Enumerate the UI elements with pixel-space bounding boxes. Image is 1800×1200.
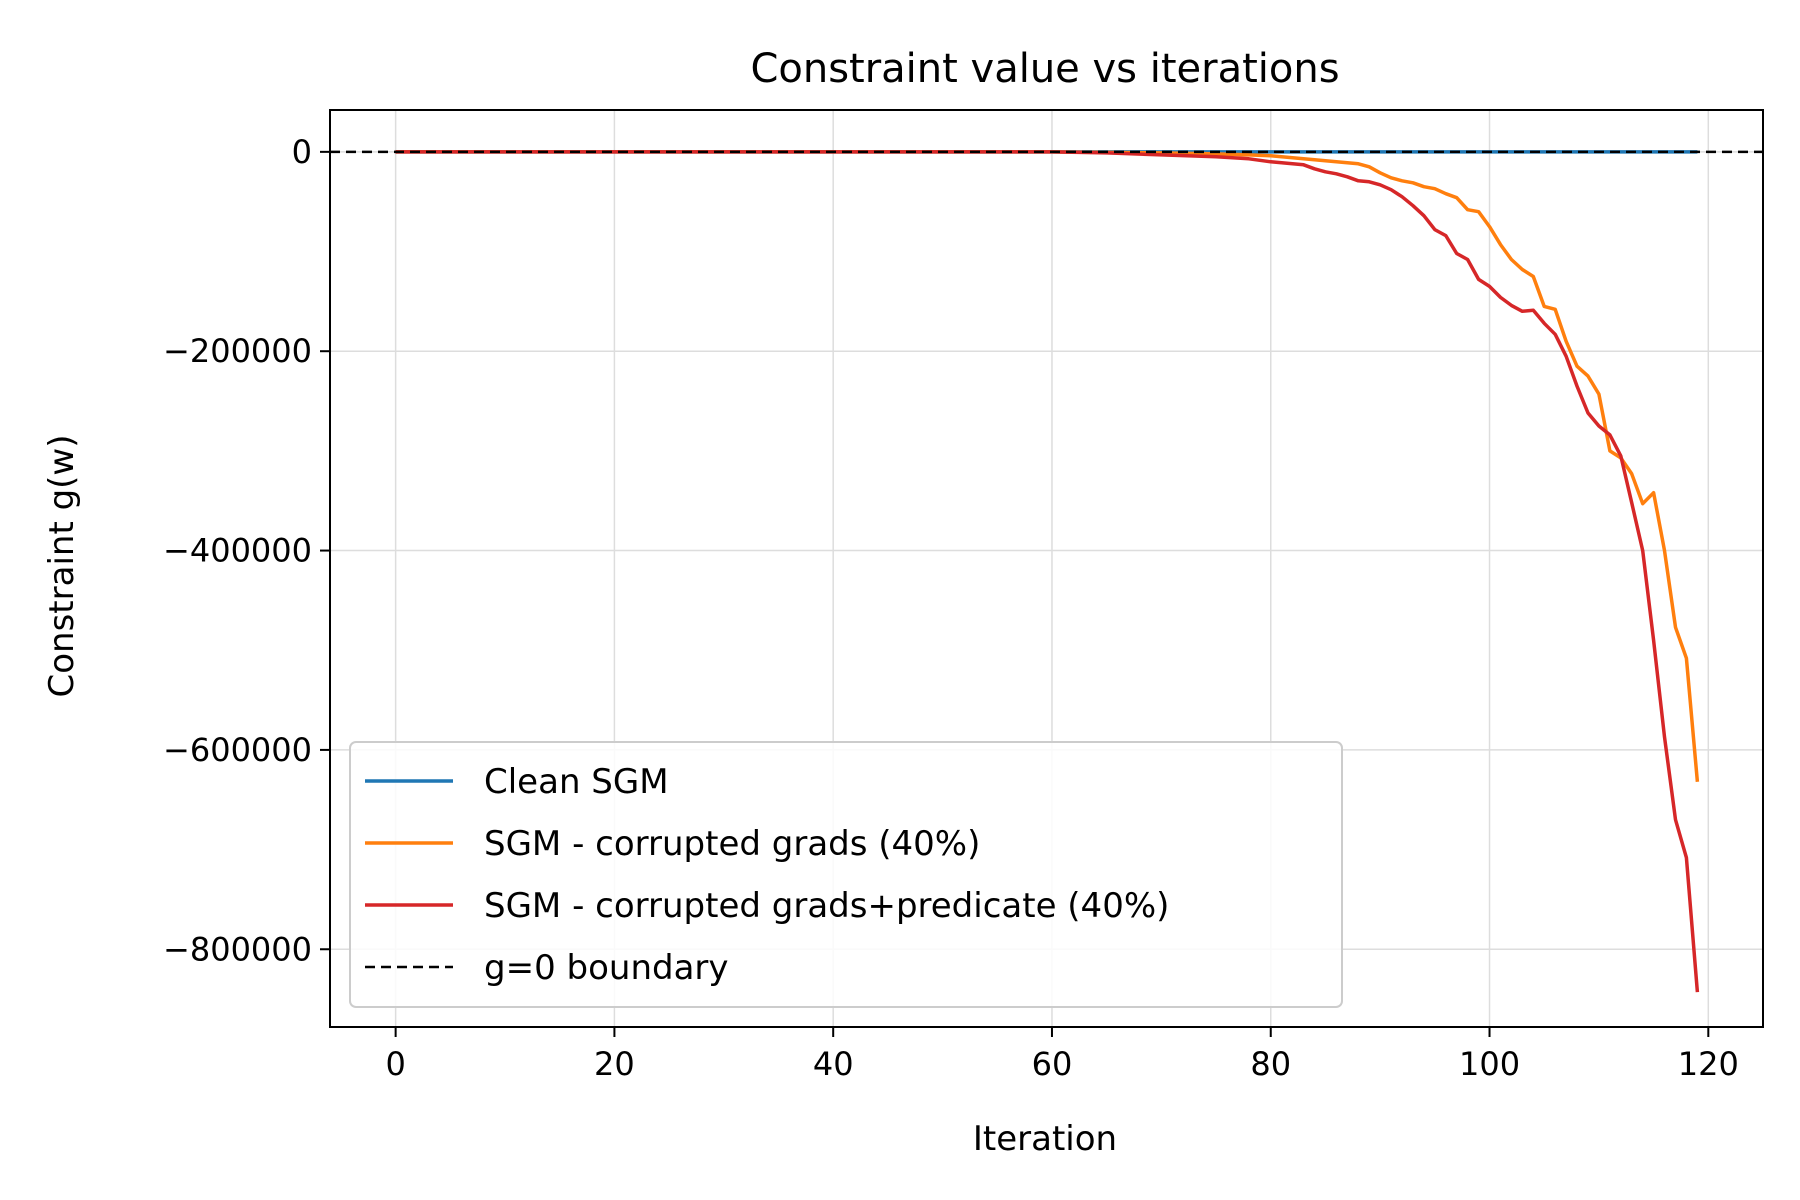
y-tick-label: −400000 [163,532,312,570]
x-tick-label: 80 [1250,1045,1291,1083]
x-tick-label: 100 [1459,1045,1520,1083]
x-tick-label: 120 [1678,1045,1739,1083]
legend-label-sgm-corrupted-grads-40: SGM - corrupted grads (40%) [484,824,980,864]
legend-label-g-0-boundary: g=0 boundary [484,948,729,988]
plot-frame [329,109,1764,1028]
legend: Clean SGM SGM - corrupted grads (40%) SGM … [349,741,1343,1008]
x-tick-label: 60 [1032,1045,1073,1083]
legend-label-sgm-corrupted-grads-predicate-40: SGM - corrupted grads+predicate (40%) [484,886,1169,926]
y-tick-label: −600000 [163,731,312,769]
y-tick-label: −200000 [163,332,312,370]
tick-layer: 0 20 40 60 80 100 120 0 −200000 −400000 −600000 −80… [163,133,1739,1083]
y-tick-label: 0 [292,133,312,171]
x-tick-label: 20 [594,1045,635,1083]
y-axis-label: Constraint g(w) [42,434,82,697]
chart-title: Constraint value vs iterations [750,46,1339,92]
series-line-sgm-corrupted-grads-40 [395,150,1700,782]
x-tick-label: 0 [385,1045,405,1083]
y-tick-label: −800000 [163,930,312,968]
series-line-sgm-corrupted-grads-predicate-40 [395,150,1700,993]
legend-box [349,741,1343,1008]
series-layer [330,150,1763,993]
x-axis-label: Iteration [973,1119,1117,1159]
legend-label-clean-sgm: Clean SGM [484,762,669,802]
x-tick-label: 40 [813,1045,854,1083]
